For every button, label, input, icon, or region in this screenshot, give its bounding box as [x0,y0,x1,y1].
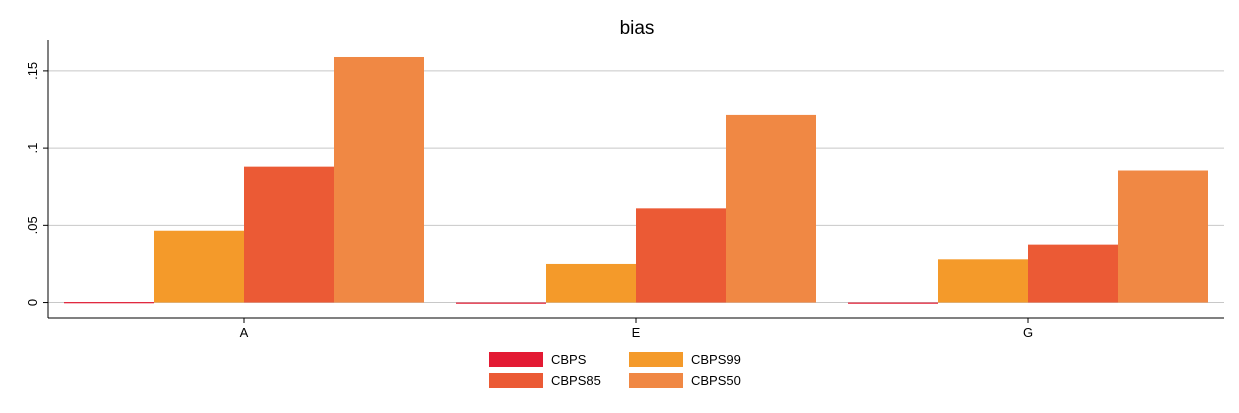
x-tick-label: A [240,325,249,340]
legend-label-cbps: CBPS [551,352,587,367]
bar-cbps50-e [726,114,816,303]
bar-cbps99-g [938,259,1028,303]
legend-label-cbps85: CBPS85 [551,373,601,388]
bar-cbps-e [456,302,546,304]
bars [64,56,1208,304]
bar-cbps85-g [1028,244,1118,303]
axes: 0 .05 .1 .15 A E G [25,40,1224,340]
legend: CBPS CBPS99 CBPS85 CBPS50 [489,352,741,388]
legend-label-cbps99: CBPS99 [691,352,741,367]
bar-cbps99-a [154,230,244,303]
legend-swatch-cbps85 [489,373,543,388]
legend-swatch-cbps99 [629,352,683,367]
x-tick-label: G [1023,325,1033,340]
bar-cbps-g [848,302,938,304]
y-tick-label: 0 [25,299,40,306]
legend-swatch-cbps50 [629,373,683,388]
bar-cbps50-g [1118,170,1208,303]
bar-cbps-a [64,302,154,304]
y-tick-label: .15 [25,62,40,80]
y-tick-label: .05 [25,216,40,234]
bar-cbps99-e [546,263,636,303]
chart-title: bias [620,18,655,39]
bar-cbps85-a [244,166,334,303]
bar-cbps85-e [636,208,726,303]
y-tick-label: .1 [25,143,40,154]
legend-label-cbps50: CBPS50 [691,373,741,388]
bar-cbps50-a [334,56,424,303]
legend-swatch-cbps [489,352,543,367]
x-tick-label: E [632,325,641,340]
